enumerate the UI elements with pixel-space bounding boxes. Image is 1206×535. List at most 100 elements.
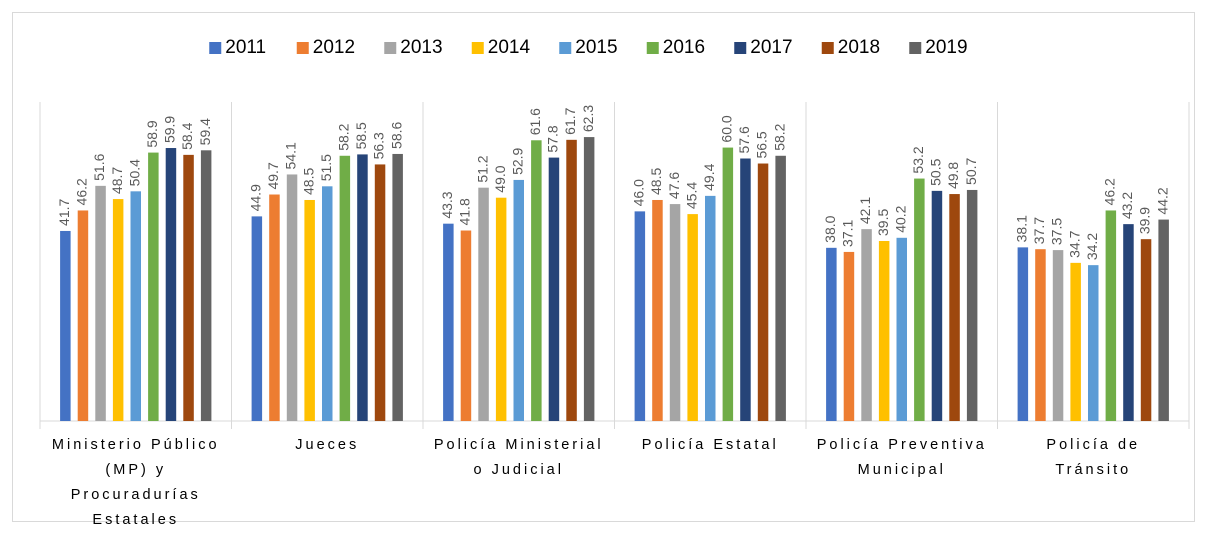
bar (286, 174, 298, 421)
bar (322, 186, 333, 421)
value-label: 61.7 (562, 107, 578, 134)
legend-swatch (384, 42, 397, 54)
legend-label: 2014 (488, 37, 531, 58)
value-label: 41.7 (56, 199, 72, 226)
value-label: 52.9 (509, 147, 525, 174)
value-label: 56.3 (371, 132, 387, 159)
bar (705, 195, 716, 421)
value-label: 53.2 (910, 146, 926, 173)
bar (878, 240, 890, 421)
legend-swatch (471, 42, 484, 54)
value-label: 49.0 (492, 165, 508, 192)
value-label: 48.7 (109, 167, 125, 194)
value-label: 46.2 (74, 178, 90, 205)
value-label: 46.2 (1102, 178, 1118, 205)
value-label: 51.2 (474, 155, 490, 182)
value-label: 44.2 (1154, 187, 1170, 214)
legend-swatch (296, 42, 309, 54)
value-label: 49.4 (701, 163, 717, 190)
bar (583, 137, 595, 421)
x-tick-label: Jueces (295, 437, 360, 453)
bar (374, 164, 386, 421)
x-tick-label: Policía Estatal (641, 437, 779, 453)
bar (1035, 249, 1046, 421)
x-tick-label: Ministerio Público (MP) y Procuradurías … (51, 437, 220, 528)
bar (95, 185, 106, 421)
value-label: 37.5 (1049, 218, 1065, 245)
value-label: 40.2 (892, 205, 908, 232)
value-label: 54.1 (283, 142, 299, 169)
bar (148, 152, 159, 421)
value-label: 62.3 (580, 105, 596, 132)
bar (269, 194, 280, 421)
legend-swatch (646, 42, 659, 54)
value-label: 39.9 (1137, 207, 1153, 234)
bar (843, 251, 855, 421)
bar (1070, 262, 1081, 421)
bar (1052, 250, 1064, 421)
bar (339, 155, 351, 421)
value-label: 59.9 (162, 116, 178, 143)
value-label: 48.5 (648, 168, 664, 195)
bar (896, 237, 907, 421)
legend-label: 2012 (313, 37, 355, 58)
value-label: 60.0 (719, 115, 735, 142)
value-label: 34.7 (1066, 230, 1082, 257)
value-label: 43.3 (439, 191, 455, 218)
bar (966, 189, 978, 421)
value-label: 37.7 (1031, 217, 1047, 244)
bar (183, 154, 194, 421)
bar (634, 211, 646, 421)
legend-label: 2013 (400, 37, 442, 58)
value-label: 50.7 (963, 157, 979, 184)
value-label: 51.5 (318, 154, 334, 181)
bar (669, 204, 681, 421)
bar (251, 216, 263, 421)
value-label: 58.5 (353, 122, 369, 149)
bar (443, 223, 454, 421)
value-label: 42.1 (857, 197, 873, 224)
bar (200, 150, 212, 421)
value-label: 57.6 (736, 126, 752, 153)
bar (130, 191, 141, 421)
bar (949, 194, 960, 421)
value-label: 45.4 (683, 182, 699, 209)
value-label: 61.6 (527, 108, 543, 135)
x-tick-label: Policía Preventiva Municipal (816, 437, 987, 478)
bar (1123, 224, 1134, 421)
value-label: 58.2 (336, 123, 352, 150)
bar (77, 210, 89, 421)
bar (165, 148, 177, 421)
legend-label: 2015 (575, 37, 617, 58)
value-label: 38.0 (822, 215, 838, 242)
chart-border (12, 12, 1195, 522)
value-label: 58.6 (388, 121, 404, 148)
x-tick-label: Policía Ministerial o Judicial (433, 437, 604, 478)
value-label: 56.5 (754, 131, 770, 158)
legend-label: 2019 (925, 37, 967, 58)
legend-swatch (734, 42, 747, 54)
bar (914, 178, 925, 421)
value-label: 38.1 (1014, 215, 1030, 242)
value-label: 58.4 (179, 122, 195, 149)
value-label: 46.0 (631, 179, 647, 206)
bar (478, 187, 489, 421)
value-label: 34.2 (1084, 233, 1100, 260)
value-label: 50.4 (126, 159, 142, 186)
bar (513, 179, 524, 421)
bar (775, 155, 786, 421)
legend-label: 2017 (750, 37, 792, 58)
legend-label: 2011 (225, 37, 266, 58)
legend-swatch (209, 42, 222, 54)
bar (931, 190, 943, 421)
value-label: 39.5 (875, 209, 891, 236)
bar (495, 197, 507, 421)
value-label: 48.5 (300, 168, 316, 195)
bar (826, 247, 837, 421)
value-label: 59.4 (197, 118, 213, 145)
value-label: 58.2 (771, 123, 787, 150)
value-label: 57.8 (545, 125, 561, 152)
bar (1088, 265, 1099, 421)
